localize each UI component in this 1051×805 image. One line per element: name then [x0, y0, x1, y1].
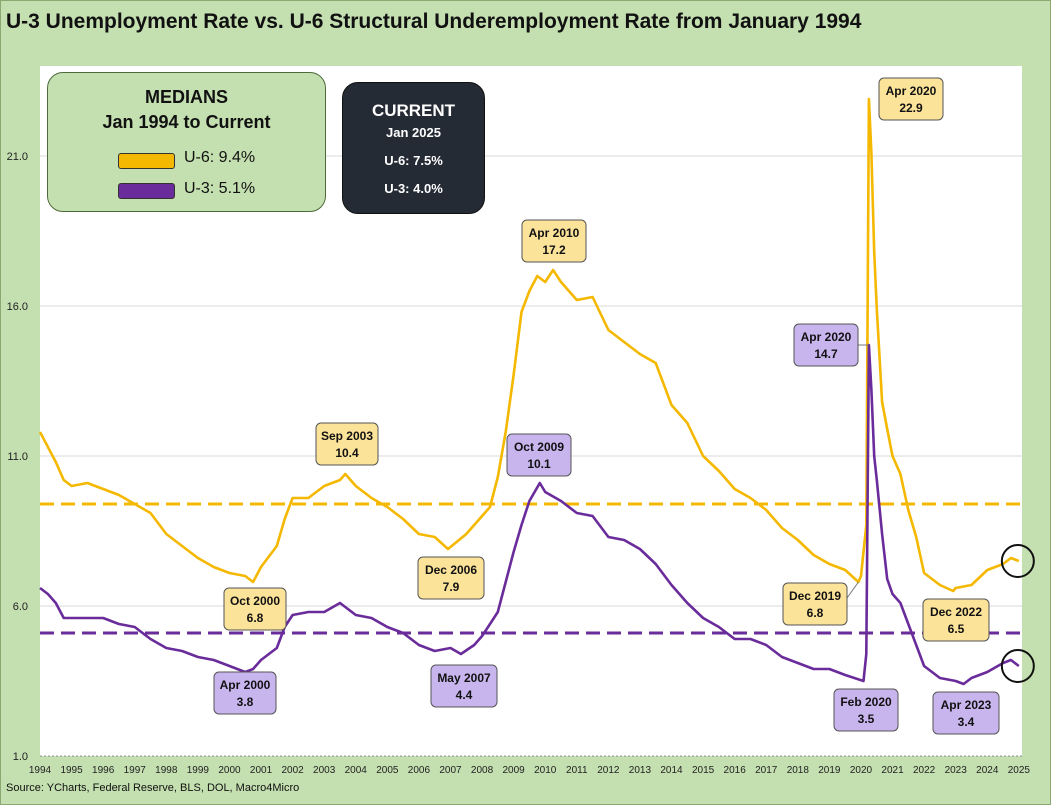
x-tick-label: 2025	[1008, 765, 1031, 776]
callout-box	[521, 219, 587, 263]
x-tick-label: 2007	[439, 765, 462, 776]
y-tick-label: 11.0	[7, 451, 28, 463]
u6-median-label: U-6: 9.4%	[184, 149, 256, 166]
callout-value-label: 3.4	[958, 715, 975, 729]
callout-date-label: Oct 2000	[230, 594, 280, 608]
callout-value-label: 17.2	[542, 243, 566, 257]
x-tick-label: 2013	[629, 765, 652, 776]
u3-series-line	[39, 343, 1020, 686]
callout-date-label: Oct 2009	[514, 440, 564, 454]
callout-date-label: Dec 2019	[789, 589, 841, 603]
callout-box	[782, 582, 848, 626]
callout-date-label: Apr 2000	[220, 678, 271, 692]
x-tick-label: 2011	[566, 765, 588, 776]
x-tick-label: 2021	[881, 765, 904, 776]
current-date: Jan 2025	[386, 125, 441, 140]
x-tick-label: 2016	[724, 765, 747, 776]
callout-date-label: Apr 2023	[941, 698, 992, 712]
y-tick-label: 6.0	[13, 601, 28, 613]
y-tick-label: 1.0	[13, 751, 28, 763]
callout-value-label: 7.9	[443, 580, 460, 594]
callout-box	[793, 323, 859, 367]
callout-value-label: 6.5	[948, 622, 965, 636]
callout-value-label: 3.5	[858, 712, 875, 726]
callout-date-label: Sep 2003	[321, 429, 373, 443]
x-tick-label: 2009	[503, 765, 526, 776]
x-tick-label: 1994	[29, 765, 52, 776]
medians-subheading: Jan 1994 to Current	[102, 112, 271, 132]
callout-box	[506, 433, 572, 477]
callout-box	[223, 587, 287, 631]
u3-median-label: U-3: 5.1%	[184, 180, 256, 197]
callout-box	[833, 688, 899, 732]
u6-legend-swatch	[118, 153, 175, 169]
x-tick-label: 2022	[913, 765, 936, 776]
current-u6-label: U-6: 7.5%	[384, 153, 443, 168]
current-u3-label: U-3: 4.0%	[384, 181, 443, 196]
x-tick-label: 2015	[692, 765, 715, 776]
chart-title: U-3 Unemployment Rate vs. U-6 Structural…	[6, 10, 862, 33]
x-tick-label: 2023	[945, 765, 968, 776]
y-tick-label: 21.0	[7, 151, 28, 163]
callout-date-label: Feb 2020	[840, 695, 892, 709]
callout-box	[922, 598, 990, 642]
callout-leader	[846, 581, 859, 599]
callout-date-label: Dec 2006	[425, 563, 477, 577]
x-tick-label: 2003	[313, 765, 336, 776]
x-tick-label: 2012	[597, 765, 620, 776]
x-tick-label: 2014	[660, 765, 683, 776]
callout-value-label: 4.4	[456, 688, 473, 702]
x-tick-label: 2010	[534, 765, 557, 776]
callout-date-label: Apr 2020	[886, 84, 937, 98]
callout-value-label: 6.8	[807, 606, 824, 620]
x-tick-label: 1998	[155, 765, 178, 776]
x-tick-label: 2017	[755, 765, 778, 776]
callout-value-label: 22.9	[899, 101, 923, 115]
u3-current-circle	[1000, 649, 1035, 683]
x-tick-label: 2002	[281, 765, 304, 776]
source-note: Source: YCharts, Federal Reserve, BLS, D…	[6, 782, 300, 794]
callout-value-label: 14.7	[814, 347, 838, 361]
x-tick-label: 2024	[976, 765, 999, 776]
current-heading: CURRENT	[371, 101, 456, 120]
callout-date-label: Apr 2010	[529, 226, 580, 240]
current-values-box: CURRENT Jan 2025 U-6: 7.5% U-3: 4.0%	[342, 82, 485, 214]
u6-current-circle	[1000, 544, 1035, 578]
callout-value-label: 10.4	[335, 446, 359, 460]
callout-value-label: 6.8	[247, 611, 264, 625]
x-tick-label: 2006	[408, 765, 431, 776]
x-tick-label: 2000	[218, 765, 241, 776]
x-tick-label: 1997	[124, 765, 147, 776]
callout-box	[878, 77, 944, 121]
x-tick-label: 2004	[345, 765, 368, 776]
callout-box	[213, 671, 277, 715]
callout-box	[417, 556, 485, 600]
medians-heading: MEDIANS	[144, 87, 228, 107]
medians-legend-box: MEDIANS Jan 1994 to Current U-6: 9.4% U-…	[47, 72, 326, 212]
u6-series-line	[38, 97, 1020, 593]
x-tick-label: 1995	[60, 765, 83, 776]
callout-date-label: Apr 2020	[801, 330, 852, 344]
callout-value-label: 3.8	[237, 695, 254, 709]
y-tick-label: 16.0	[7, 301, 28, 313]
x-tick-label: 2001	[250, 765, 273, 776]
callout-box	[932, 691, 1000, 735]
x-tick-label: 2019	[818, 765, 841, 776]
callout-box	[315, 422, 379, 466]
u3-legend-swatch	[118, 183, 175, 199]
x-tick-label: 2018	[787, 765, 810, 776]
callout-box	[430, 664, 498, 708]
callout-date-label: May 2007	[437, 671, 491, 685]
x-tick-label: 2020	[850, 765, 873, 776]
callout-value-label: 10.1	[527, 457, 551, 471]
x-tick-label: 1996	[92, 765, 115, 776]
callout-date-label: Dec 2022	[930, 605, 982, 619]
x-tick-label: 2008	[471, 765, 494, 776]
x-tick-label: 2005	[376, 765, 399, 776]
x-tick-label: 1999	[187, 765, 210, 776]
